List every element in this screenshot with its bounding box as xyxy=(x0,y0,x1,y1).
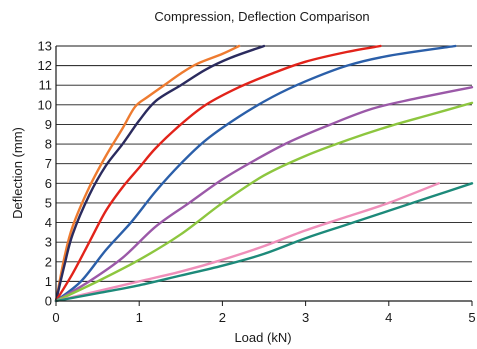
y-tick-label: 7 xyxy=(45,156,52,171)
series-line-1 xyxy=(54,44,241,303)
y-tick-label: 8 xyxy=(45,137,52,152)
x-tick-label: 0 xyxy=(52,310,59,325)
y-tick-label: 2 xyxy=(45,254,52,269)
axes xyxy=(55,46,473,306)
y-tick-label: 5 xyxy=(45,195,52,210)
x-tick-label: 4 xyxy=(385,310,392,325)
y-tick-label: 3 xyxy=(45,235,52,250)
series-line-3 xyxy=(54,44,382,303)
y-tick-label: 10 xyxy=(38,97,52,112)
x-tick-label: 1 xyxy=(136,310,143,325)
series-line-2 xyxy=(54,44,266,303)
series-line-4 xyxy=(54,44,457,303)
x-tick-label: 5 xyxy=(468,310,475,325)
y-tick-label: 11 xyxy=(39,78,53,93)
chart-title: Compression, Deflection Comparison xyxy=(154,9,369,24)
y-tick-label: 12 xyxy=(38,58,52,73)
x-tick-label: 2 xyxy=(219,310,226,325)
y-tick-label: 1 xyxy=(45,274,52,289)
series-lines xyxy=(54,44,474,303)
y-tick-label: 6 xyxy=(45,176,52,191)
y-tick-label: 0 xyxy=(45,294,52,309)
series-line-7 xyxy=(54,182,440,303)
series-line-6 xyxy=(54,101,474,303)
x-tick-label: 3 xyxy=(302,310,309,325)
series-line-5 xyxy=(54,85,474,303)
y-axis-label: Deflection (mm) xyxy=(10,127,25,219)
y-tick-label: 9 xyxy=(45,117,52,132)
y-tick-label: 4 xyxy=(45,215,52,230)
series-line-8 xyxy=(54,182,474,303)
y-tick-label: 13 xyxy=(38,39,52,54)
x-axis-label: Load (kN) xyxy=(234,330,291,345)
